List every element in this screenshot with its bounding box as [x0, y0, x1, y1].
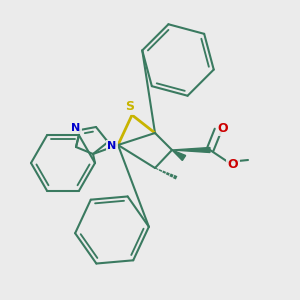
Text: O: O	[228, 158, 238, 172]
Polygon shape	[172, 150, 186, 160]
Text: S: S	[125, 100, 134, 113]
Text: O: O	[218, 122, 228, 134]
Text: N: N	[107, 141, 117, 151]
Text: N: N	[71, 123, 81, 133]
Polygon shape	[172, 148, 210, 152]
